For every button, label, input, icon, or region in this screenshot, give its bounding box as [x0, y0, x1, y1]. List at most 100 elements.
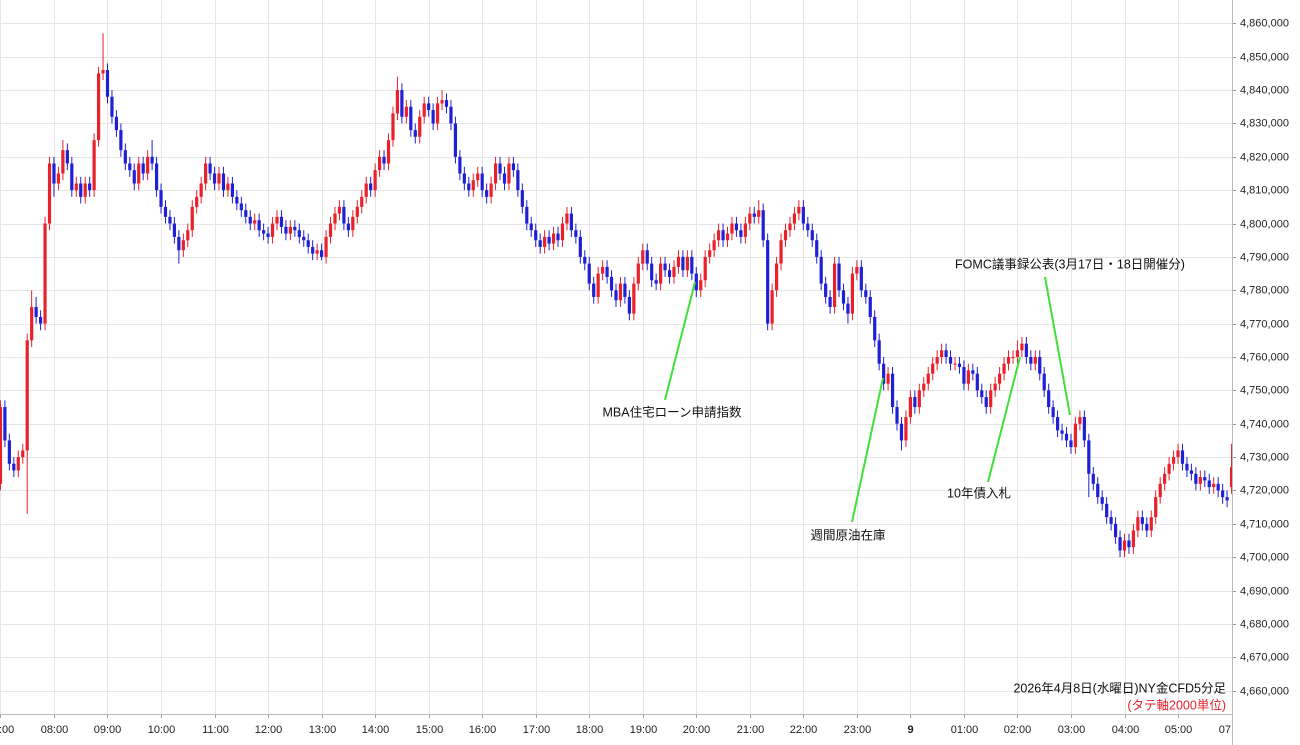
candle-body — [966, 370, 970, 384]
x-tick-label: 17:00 — [523, 724, 551, 736]
candle-body — [1194, 473, 1198, 484]
candle-body — [1198, 477, 1202, 484]
x-tick-label: 22:00 — [790, 724, 818, 736]
candle-body — [373, 170, 377, 191]
y-tick-label: 4,740,000 — [1240, 418, 1289, 430]
candle-body — [498, 163, 502, 174]
candle-body — [922, 383, 926, 391]
candle-body — [618, 283, 623, 301]
candle-body — [837, 263, 841, 291]
candle-body — [395, 90, 400, 114]
candle-body — [832, 263, 837, 307]
candle-body — [886, 373, 890, 384]
y-tick-label: 4,820,000 — [1240, 151, 1289, 163]
candle-body — [177, 236, 181, 251]
candle-body — [369, 183, 373, 191]
candle-body — [917, 390, 921, 408]
candle-body — [748, 213, 752, 224]
candle-body — [864, 290, 868, 297]
candle-body — [1100, 497, 1104, 504]
annotation-line — [987, 356, 1021, 483]
candle-body — [1225, 497, 1229, 501]
candle-body — [1015, 350, 1020, 357]
candle-body — [302, 236, 306, 241]
candle-body — [137, 163, 141, 184]
candle-body — [739, 230, 743, 237]
candle-body — [1064, 433, 1069, 441]
candle-body — [792, 213, 797, 224]
candle-body — [788, 223, 792, 231]
candle-body — [980, 390, 984, 398]
y-tick-label: 4,700,000 — [1240, 551, 1289, 563]
candle-body — [56, 173, 61, 184]
candle-body — [774, 263, 779, 291]
candle-body — [1006, 357, 1011, 364]
candle-body — [1042, 373, 1046, 391]
candle-body — [382, 156, 386, 164]
candle-body — [645, 250, 649, 264]
x-tick-label: 03:00 — [1058, 724, 1086, 736]
candle-body — [801, 206, 805, 224]
candle-body — [1221, 490, 1225, 498]
candle-body — [1091, 473, 1095, 484]
candle-body — [328, 223, 333, 237]
candle-body — [270, 223, 275, 237]
candle-body — [725, 233, 730, 241]
candle-body — [235, 196, 239, 204]
y-tick-label: 4,670,000 — [1240, 651, 1289, 663]
candle-body — [681, 256, 685, 271]
candle-body — [560, 223, 565, 241]
candle-body — [940, 350, 944, 357]
x-tick-label: 16:00 — [469, 724, 497, 736]
candle-body — [1051, 407, 1055, 418]
candle-body — [1140, 517, 1144, 524]
y-tick-label: 4,710,000 — [1240, 518, 1289, 530]
candle-body — [346, 223, 350, 231]
candle-body — [404, 106, 408, 117]
candle-body — [279, 216, 284, 227]
candle-body — [1118, 537, 1122, 551]
candle-body — [34, 306, 38, 317]
candle-body — [101, 70, 105, 74]
y-tick-label: 4,800,000 — [1240, 218, 1289, 230]
x-tick-label: 07:00 — [0, 724, 14, 736]
candle-body — [556, 233, 560, 241]
candle-body — [1105, 503, 1109, 518]
candle-body — [659, 263, 663, 284]
candle-body — [1096, 483, 1100, 498]
candle-body — [953, 363, 957, 365]
x-tick-label: 09:00 — [94, 724, 122, 736]
candle-body — [632, 283, 636, 314]
candle-body — [462, 173, 466, 184]
candle-body — [21, 450, 25, 458]
x-tick-label: 01:00 — [951, 724, 979, 736]
candle-body — [1020, 343, 1024, 351]
candle-body — [355, 206, 359, 217]
candle-body — [1171, 457, 1176, 464]
candle-body — [551, 233, 556, 244]
candle-body — [904, 417, 908, 441]
candle-body — [873, 316, 877, 341]
y-tick-label: 4,840,000 — [1240, 84, 1289, 96]
candle-body — [819, 256, 823, 284]
candle-body — [534, 230, 538, 241]
candle-body — [257, 220, 261, 231]
x-axis: 07:00 08:00 09:00 10:00 11:00 12:00 13:00 14:00… — [0, 714, 1232, 736]
candle-body — [440, 100, 444, 104]
candle-body — [1131, 530, 1136, 548]
candle-body — [1207, 480, 1211, 488]
candle-body — [1229, 467, 1232, 488]
candle-body — [1024, 343, 1028, 357]
candle-body — [703, 256, 707, 281]
annotation: 週間原油在庫 — [810, 528, 885, 542]
candle-body — [471, 180, 475, 191]
candle-body — [846, 303, 850, 314]
candle-body — [7, 440, 11, 464]
candle-body — [935, 357, 939, 364]
candle-body — [609, 276, 614, 291]
candle-body — [110, 96, 114, 117]
candle-body — [275, 216, 279, 224]
candle-body — [427, 103, 431, 111]
candle-body — [641, 250, 645, 264]
candle-body — [1154, 497, 1158, 518]
